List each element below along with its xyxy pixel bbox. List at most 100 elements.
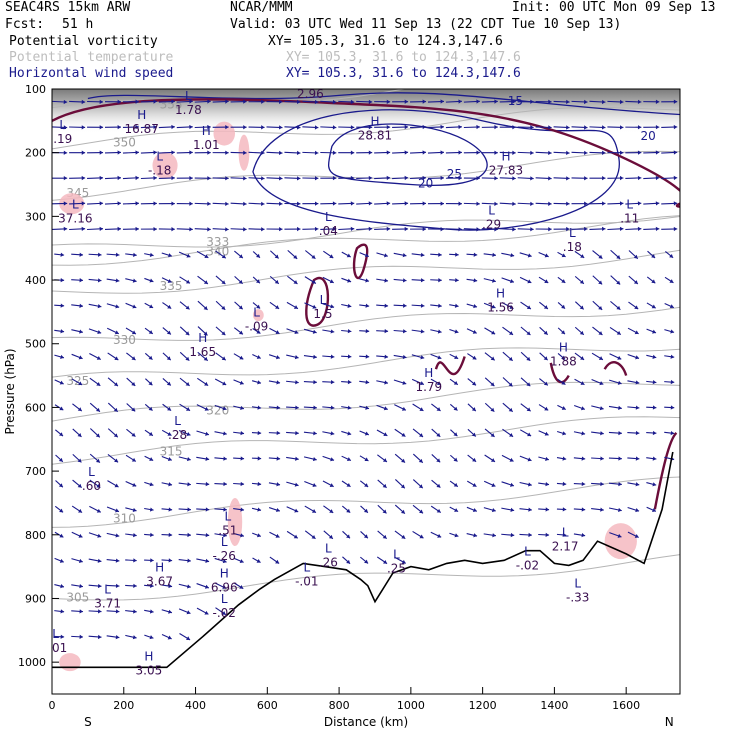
wind-arrowhead bbox=[440, 175, 444, 181]
wind-arrowhead bbox=[115, 252, 120, 257]
wind-arrowhead bbox=[203, 356, 208, 361]
wind-arrowhead bbox=[673, 99, 678, 104]
wind-arrowhead bbox=[633, 254, 638, 259]
wind-arrowhead bbox=[566, 125, 570, 130]
wind-arrowhead bbox=[476, 176, 480, 181]
wind-arrowhead bbox=[223, 431, 227, 436]
pv-extremum-marker: H bbox=[501, 150, 510, 164]
wind-arrowhead bbox=[99, 99, 104, 105]
wind-arrowhead bbox=[313, 380, 317, 385]
wind-arrowhead bbox=[526, 331, 531, 335]
wind-arrowhead bbox=[115, 508, 119, 513]
wind-arrowhead bbox=[543, 381, 548, 386]
wind-arrowhead bbox=[491, 508, 496, 513]
wind-arrowhead bbox=[223, 533, 227, 538]
wind-contour-label: 20 bbox=[641, 129, 656, 143]
wind-arrowhead bbox=[454, 303, 459, 308]
wind-arrowhead bbox=[651, 304, 656, 309]
pv-extremum-marker: H bbox=[137, 108, 146, 122]
pv-shading bbox=[152, 151, 178, 179]
wind-arrowhead bbox=[365, 278, 370, 283]
wind-arrowhead bbox=[311, 254, 316, 259]
wind-arrowhead bbox=[115, 533, 120, 538]
wind-arrowhead bbox=[383, 406, 388, 411]
wind-arrowhead bbox=[473, 278, 478, 283]
wind-arrowhead bbox=[311, 534, 316, 539]
pv-contour bbox=[603, 361, 628, 376]
wind-arrowhead bbox=[261, 227, 265, 232]
pv-contour bbox=[352, 243, 369, 280]
wind-arrowhead bbox=[458, 150, 462, 155]
wind-arrowhead bbox=[96, 356, 101, 360]
y-axis-label: Pressure (hPa) bbox=[3, 348, 17, 434]
wind-arrowhead bbox=[350, 201, 355, 206]
wind-arrowhead bbox=[131, 330, 136, 335]
wind-arrowhead bbox=[274, 279, 279, 284]
wind-arrowhead bbox=[293, 305, 298, 309]
wind-arrowhead bbox=[364, 559, 369, 564]
wind-arrowhead bbox=[166, 356, 171, 361]
pv-extremum-value: 1.79 bbox=[415, 380, 442, 394]
wind-arrowhead bbox=[527, 253, 532, 258]
wind-arrowhead bbox=[78, 355, 83, 360]
wind-arrowhead bbox=[530, 201, 534, 206]
wind-arrowhead bbox=[276, 456, 281, 461]
pv-extremum-value: .19 bbox=[53, 132, 72, 146]
theta-contour bbox=[52, 554, 680, 601]
wind-arrowhead bbox=[436, 432, 441, 437]
wind-arrowhead bbox=[548, 125, 552, 130]
wind-arrowhead bbox=[616, 305, 621, 310]
wind-arrowhead bbox=[669, 279, 674, 283]
wind-arrowhead bbox=[189, 124, 193, 130]
wind-arrowhead bbox=[225, 227, 229, 232]
wind-arrowhead bbox=[294, 482, 299, 487]
pv-extremum-value: 1.78 bbox=[175, 103, 202, 117]
wind-arrowhead bbox=[207, 176, 211, 181]
theta-contour-label: 333 bbox=[206, 235, 229, 249]
wind-arrowhead bbox=[205, 532, 210, 538]
endpoint-north: N bbox=[665, 715, 674, 729]
wind-arrowhead bbox=[400, 509, 405, 514]
field-xy-wind: XY= 105.3, 31.6 to 124.3,147.6 bbox=[286, 66, 521, 81]
wind-arrowhead bbox=[59, 533, 64, 538]
pv-extremum-marker: L bbox=[224, 509, 231, 523]
valid-time: Valid: 03 UTC Wed 11 Sep 13 (22 CDT Tue … bbox=[230, 17, 622, 32]
wind-arrowhead bbox=[79, 583, 83, 589]
wind-arrowhead bbox=[275, 355, 280, 360]
wind-arrowhead bbox=[98, 252, 102, 257]
wind-arrowhead bbox=[168, 253, 172, 258]
wind-arrowhead bbox=[149, 482, 154, 487]
theta-contour bbox=[52, 106, 680, 150]
wind-arrowhead bbox=[132, 278, 137, 283]
wind-arrowhead bbox=[436, 381, 441, 385]
wind-arrowhead bbox=[135, 201, 139, 206]
wind-arrowhead bbox=[149, 635, 154, 640]
wind-arrowhead bbox=[239, 559, 244, 564]
wind-arrowhead bbox=[584, 176, 588, 181]
wind-arrowhead bbox=[185, 356, 190, 361]
wind-arrowhead bbox=[96, 508, 101, 513]
wind-arrowhead bbox=[418, 484, 423, 489]
wind-arrowhead bbox=[544, 431, 549, 436]
wind-arrowhead bbox=[401, 432, 406, 437]
pv-extremum-marker: L bbox=[325, 210, 332, 224]
wind-arrowhead bbox=[115, 609, 120, 614]
wind-arrowhead bbox=[440, 227, 444, 232]
wind-arrowhead bbox=[330, 431, 335, 436]
wind-arrowhead bbox=[261, 176, 265, 181]
wind-arrowhead bbox=[99, 226, 104, 232]
model-name: SEAC4RS 15km ARW bbox=[5, 0, 131, 15]
y-tick-label: 800 bbox=[25, 529, 46, 542]
wind-arrowhead bbox=[600, 431, 604, 436]
wind-arrowhead bbox=[239, 355, 244, 360]
pv-extremum-marker: H bbox=[559, 341, 568, 355]
wind-arrowhead bbox=[365, 354, 370, 359]
theta-contour-label: 315 bbox=[160, 445, 183, 459]
wind-arrowhead bbox=[168, 532, 173, 538]
wind-arrowhead bbox=[257, 456, 262, 461]
wind-arrowhead bbox=[115, 634, 120, 640]
wind-arrowhead bbox=[167, 457, 172, 462]
wind-arrowhead bbox=[205, 558, 210, 563]
wind-arrowhead bbox=[81, 226, 86, 232]
wind-arrowhead bbox=[113, 407, 118, 412]
